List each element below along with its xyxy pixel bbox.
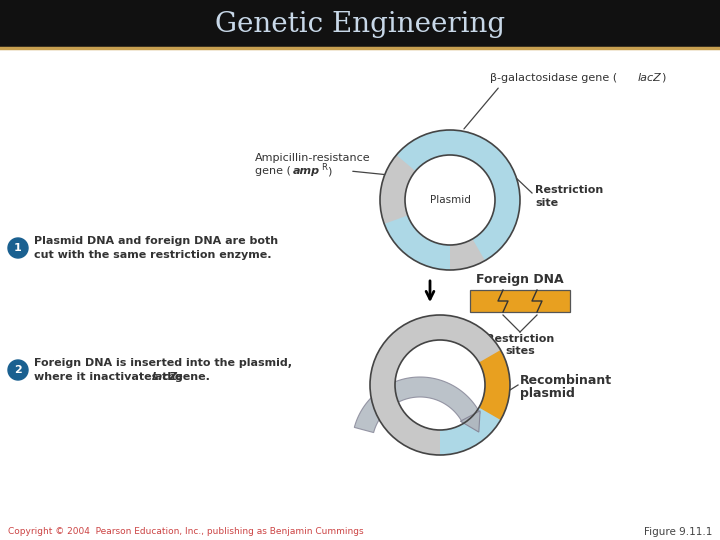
Text: sites: sites <box>505 346 535 356</box>
Text: Restriction: Restriction <box>486 334 554 344</box>
Text: lacZ: lacZ <box>152 372 178 382</box>
FancyArrow shape <box>461 411 480 432</box>
Text: Restriction: Restriction <box>535 185 603 195</box>
Text: gene (: gene ( <box>255 166 291 176</box>
PathPatch shape <box>354 377 480 433</box>
Text: lacZ: lacZ <box>638 73 662 83</box>
Text: plasmid: plasmid <box>520 388 575 401</box>
Bar <box>0 0 720 48</box>
Text: 1: 1 <box>14 243 22 253</box>
Text: R: R <box>321 164 327 172</box>
Bar <box>470 290 570 312</box>
Text: 2: 2 <box>14 365 22 375</box>
Text: Foreign DNA is inserted into the plasmid,: Foreign DNA is inserted into the plasmid… <box>34 358 292 368</box>
Wedge shape <box>370 315 505 455</box>
Text: gene.: gene. <box>171 372 210 382</box>
Text: Genetic Engineering: Genetic Engineering <box>215 10 505 37</box>
Text: Copyright © 2004  Pearson Education, Inc., publishing as Benjamin Cummings: Copyright © 2004 Pearson Education, Inc.… <box>8 528 364 537</box>
Text: site: site <box>535 198 558 208</box>
Text: Ampicillin-resistance: Ampicillin-resistance <box>255 153 371 163</box>
Text: ): ) <box>327 166 331 176</box>
Text: ): ) <box>661 73 665 83</box>
Text: Plasmid DNA and foreign DNA are both: Plasmid DNA and foreign DNA are both <box>34 236 278 246</box>
Circle shape <box>8 360 28 380</box>
Wedge shape <box>479 350 510 420</box>
Wedge shape <box>380 155 415 224</box>
Text: β-galactosidase gene (: β-galactosidase gene ( <box>490 73 617 83</box>
Text: cut with the same restriction enzyme.: cut with the same restriction enzyme. <box>34 250 271 260</box>
Wedge shape <box>450 239 485 270</box>
Text: Figure 9.11.1: Figure 9.11.1 <box>644 527 712 537</box>
Text: Recombinant: Recombinant <box>520 374 612 387</box>
Text: where it inactivates the: where it inactivates the <box>34 372 186 382</box>
Circle shape <box>8 238 28 258</box>
Text: Foreign DNA: Foreign DNA <box>476 273 564 287</box>
Text: amp: amp <box>293 166 320 176</box>
Text: Plasmid: Plasmid <box>430 195 470 205</box>
